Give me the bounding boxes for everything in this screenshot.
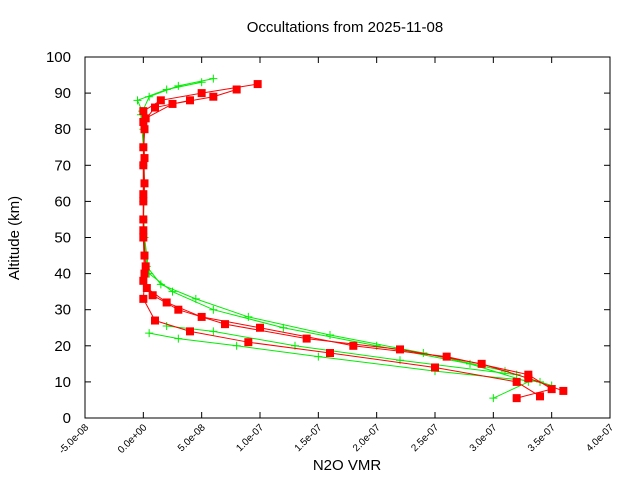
plot-border [84,56,611,419]
series-0 [133,74,556,403]
y-tick-label: 90 [54,85,71,102]
data-point [209,305,218,314]
x-tick-label: 4.0e-07 [584,422,616,454]
series-1 [139,80,568,403]
y-tick-label: 60 [54,193,71,210]
x-tick-label: 2.0e-07 [351,422,383,454]
data-point [244,312,253,321]
data-point [512,377,521,386]
data-point [253,80,262,89]
data-point [512,394,521,403]
data-point [174,305,183,314]
data-point [524,374,533,383]
data-point [559,386,568,395]
data-point [221,320,229,329]
data-point [256,323,264,332]
data-point [232,85,241,94]
data-point [326,349,334,358]
data-point [244,338,253,347]
data-point [139,107,148,116]
data-point [156,96,165,105]
data-point [151,103,159,112]
y-axis-label: Altitude (km) [6,196,23,280]
data-point [186,96,194,105]
data-point [302,334,311,343]
data-point [139,226,148,235]
data-point [197,78,206,87]
chart-title: Occultations from 2025-11-08 [247,19,444,36]
x-tick-label: 0.0e+00 [116,422,150,456]
data-point [139,143,148,152]
x-tick-label: -5.0e-08 [57,422,91,456]
data-point [536,392,544,401]
y-tick-label: 50 [54,230,71,247]
x-tick-label: 1.0e-07 [234,422,266,454]
data-point [133,96,142,105]
data-point [140,179,149,188]
data-point [151,316,159,325]
data-point [186,327,194,336]
data-point [140,154,149,163]
data-point [209,327,218,336]
data-point [209,74,218,83]
y-tick-label: 20 [54,338,71,355]
data-point [162,298,171,307]
data-point [232,341,241,350]
data-point [349,341,358,350]
data-point [156,280,165,289]
data-point [431,363,439,372]
data-point [547,385,556,394]
y-tick-label: 40 [54,266,71,283]
data-point [139,294,148,303]
data-point [148,291,157,300]
data-point [140,269,149,278]
data-point [197,89,206,98]
series-line [142,83,553,399]
data-point [477,359,486,368]
y-tick-label: 0 [63,410,71,427]
data-point [314,352,323,361]
data-point [209,92,218,101]
y-tick-label: 30 [54,302,71,319]
x-tick-label: 5.0e-08 [176,422,208,454]
x-axis-label: N2O VMR [313,457,382,474]
data-point [174,334,183,343]
data-point [489,394,498,403]
data-point [162,321,171,330]
y-tick-label: 10 [54,374,71,391]
axis-ticks: -5.0e-08 0.0e+00 5.0e-08 1.0e-07 1.5e-07 2.0e… [46,49,616,456]
data-point [139,117,148,126]
y-tick-label: 100 [46,49,71,66]
data-point [139,161,148,170]
data-point [191,294,200,303]
data-point [396,345,404,354]
data-point [142,284,151,293]
data-point [174,81,183,90]
x-tick-label: 3.5e-07 [526,422,558,454]
data-point [442,352,451,361]
data-point [139,190,148,199]
plot-area [133,74,568,403]
data-point [141,262,150,271]
series-line [166,325,517,376]
series-line [149,332,541,383]
data-point [145,92,154,101]
data-point [145,329,154,338]
y-tick-label: 80 [54,121,71,138]
y-tick-label: 70 [54,157,71,174]
x-tick-label: 3.0e-07 [468,422,500,454]
data-point [139,276,148,285]
x-tick-label: 1.5e-07 [293,422,325,454]
x-tick-label: 2.5e-07 [409,422,441,454]
data-point [326,330,334,339]
